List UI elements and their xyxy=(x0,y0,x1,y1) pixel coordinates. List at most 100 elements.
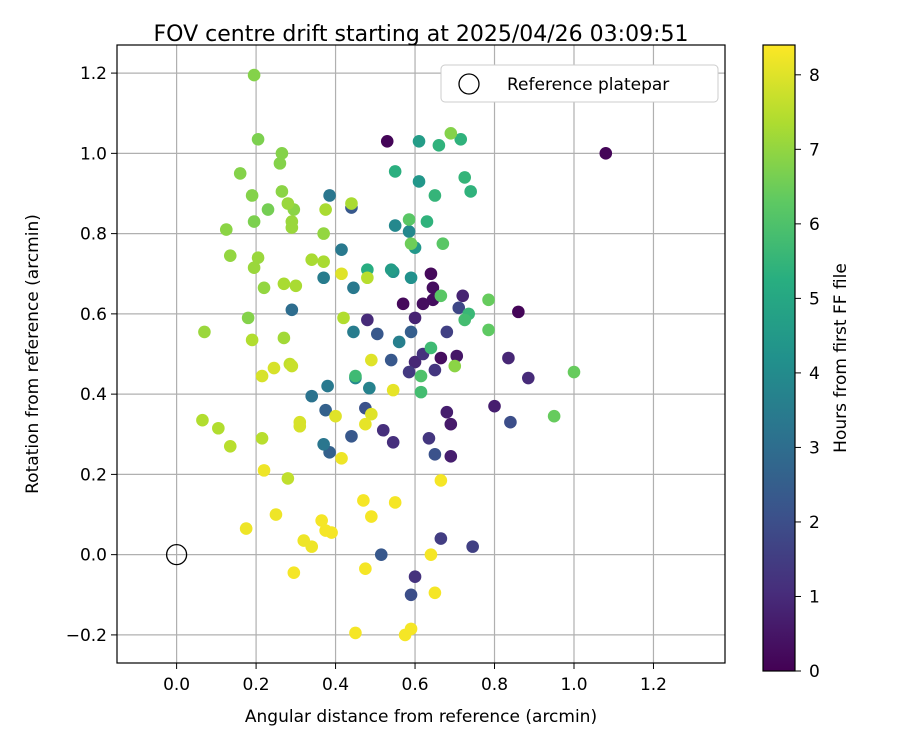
data-point xyxy=(305,389,319,403)
data-point xyxy=(251,133,265,146)
data-point xyxy=(456,289,470,303)
x-axis-label: Angular distance from reference (arcmin) xyxy=(245,707,597,727)
data-point xyxy=(317,437,330,451)
y-tick-label: 1.0 xyxy=(80,144,107,164)
data-point xyxy=(347,281,360,295)
grid xyxy=(117,45,725,663)
data-point xyxy=(412,135,426,148)
data-point xyxy=(414,369,428,383)
data-point xyxy=(233,167,247,180)
y-tick-label: 0.6 xyxy=(80,305,107,325)
data-point xyxy=(424,341,438,355)
data-point xyxy=(504,415,517,429)
colorbar-ticks: 0 1 2 3 4 5 6 7 8 xyxy=(795,66,820,682)
reference-marker xyxy=(165,543,188,566)
x-tick-label: 0.4 xyxy=(322,675,349,695)
y-tick-label: 0.4 xyxy=(80,385,107,405)
data-point xyxy=(255,369,269,383)
data-point xyxy=(448,359,462,373)
legend-marker xyxy=(458,73,480,95)
data-point xyxy=(386,435,400,449)
data-point xyxy=(424,267,438,281)
data-point xyxy=(257,464,271,477)
y-axis-label: Rotation from reference (arcmin) xyxy=(23,214,43,494)
data-point xyxy=(287,566,301,580)
data-point xyxy=(402,213,416,226)
colorbar-tick-label: 3 xyxy=(809,438,820,458)
data-point xyxy=(281,197,295,210)
data-point xyxy=(404,325,418,339)
x-axis-ticks: 0.0 0.2 0.4 0.6 0.8 1.0 1.2 xyxy=(163,663,667,695)
data-point xyxy=(444,450,458,463)
y-tick-label: 1.2 xyxy=(80,64,107,84)
data-point xyxy=(502,351,515,365)
data-point xyxy=(285,221,299,234)
y-tick-label: −0.2 xyxy=(66,626,107,646)
data-point xyxy=(365,353,378,367)
colorbar-tick-label: 0 xyxy=(809,662,820,682)
data-point xyxy=(370,327,384,341)
data-point xyxy=(196,413,209,427)
colorbar xyxy=(762,44,796,672)
data-point xyxy=(335,267,348,281)
data-point xyxy=(386,383,400,397)
data-point xyxy=(454,133,468,146)
data-point xyxy=(273,157,287,170)
data-point xyxy=(512,305,525,319)
data-point xyxy=(267,361,281,375)
colorbar-tick-label: 1 xyxy=(809,587,820,607)
y-tick-label: 0.8 xyxy=(80,225,107,245)
data-point xyxy=(219,223,233,236)
data-point xyxy=(257,281,271,295)
data-point xyxy=(440,325,454,339)
data-point xyxy=(323,189,336,202)
data-point xyxy=(488,399,501,413)
data-point xyxy=(482,323,495,337)
data-point xyxy=(317,255,330,269)
data-point xyxy=(388,165,402,178)
data-point xyxy=(329,409,342,423)
data-point xyxy=(434,532,448,545)
data-point xyxy=(408,355,422,369)
legend-label: Reference platepar xyxy=(507,75,669,95)
data-point xyxy=(392,335,406,349)
data-point xyxy=(458,171,472,184)
data-point xyxy=(384,263,398,277)
data-point xyxy=(285,359,299,373)
plot-frame xyxy=(116,44,726,664)
data-point xyxy=(374,548,388,561)
data-point xyxy=(223,439,237,453)
data-point xyxy=(408,570,422,584)
chart-title: FOV centre drift starting at 2025/04/26 … xyxy=(154,22,689,47)
data-point xyxy=(247,215,261,228)
data-point xyxy=(337,311,350,325)
data-point xyxy=(359,562,372,575)
data-point xyxy=(404,588,418,602)
data-point xyxy=(428,363,442,377)
data-point xyxy=(567,365,581,379)
legend: Reference platepar xyxy=(440,64,719,103)
data-point xyxy=(388,496,402,509)
data-point xyxy=(361,271,374,285)
data-point xyxy=(388,219,402,232)
x-tick-label: 0.2 xyxy=(243,675,270,695)
data-point xyxy=(245,189,259,202)
data-point xyxy=(317,271,330,285)
data-point xyxy=(363,381,376,395)
data-point xyxy=(365,510,378,523)
y-axis-ticks: −0.2 0.0 0.2 0.4 0.6 0.8 1.0 1.2 xyxy=(66,64,117,646)
data-point xyxy=(444,126,458,140)
data-point xyxy=(450,349,464,363)
data-point xyxy=(349,626,362,640)
data-point xyxy=(458,313,472,327)
data-point xyxy=(305,540,319,553)
data-point xyxy=(293,419,307,433)
data-point xyxy=(466,540,479,553)
data-point xyxy=(436,237,450,250)
data-point xyxy=(275,185,289,198)
data-point xyxy=(275,147,289,160)
data-point xyxy=(255,431,269,445)
colorbar-tick-label: 2 xyxy=(809,513,820,533)
data-point xyxy=(345,429,358,443)
colorbar-label: Hours from first FF file xyxy=(831,263,851,453)
